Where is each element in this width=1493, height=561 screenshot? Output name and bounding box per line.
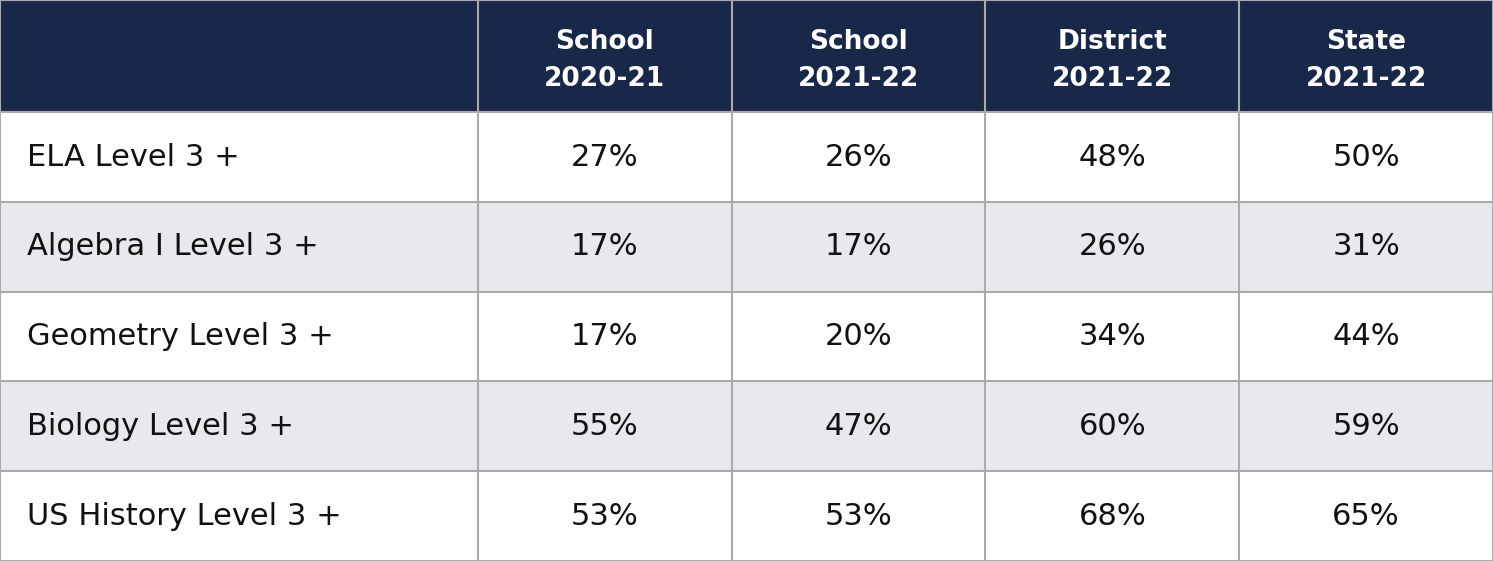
Text: ELA Level 3 +: ELA Level 3 + <box>27 142 239 172</box>
Bar <box>985 202 1239 292</box>
Text: 2020-21: 2020-21 <box>543 66 666 91</box>
Bar <box>0 471 478 561</box>
Text: District: District <box>1057 29 1168 54</box>
Text: 47%: 47% <box>824 412 893 441</box>
Bar <box>985 112 1239 202</box>
Bar <box>985 292 1239 381</box>
Text: 2021-22: 2021-22 <box>1305 66 1427 91</box>
Bar <box>478 202 732 292</box>
Text: 55%: 55% <box>570 412 639 441</box>
Text: 20%: 20% <box>824 322 893 351</box>
Bar <box>1239 0 1493 112</box>
Bar <box>1239 292 1493 381</box>
Text: 53%: 53% <box>570 502 639 531</box>
Bar <box>478 112 732 202</box>
Bar <box>0 381 478 471</box>
Bar <box>732 112 985 202</box>
Text: 17%: 17% <box>824 232 893 261</box>
Text: 44%: 44% <box>1332 322 1400 351</box>
Text: 26%: 26% <box>1078 232 1147 261</box>
Text: 27%: 27% <box>570 142 639 172</box>
Text: 26%: 26% <box>824 142 893 172</box>
Text: 60%: 60% <box>1078 412 1147 441</box>
Text: 2021-22: 2021-22 <box>1051 66 1173 91</box>
Text: 48%: 48% <box>1078 142 1147 172</box>
Bar <box>732 471 985 561</box>
Bar <box>478 471 732 561</box>
Text: 17%: 17% <box>570 322 639 351</box>
Bar <box>985 381 1239 471</box>
Bar <box>0 292 478 381</box>
Text: School: School <box>809 29 908 54</box>
Text: Algebra I Level 3 +: Algebra I Level 3 + <box>27 232 318 261</box>
Text: 50%: 50% <box>1332 142 1400 172</box>
Text: 59%: 59% <box>1332 412 1400 441</box>
Text: 53%: 53% <box>824 502 893 531</box>
Text: 17%: 17% <box>570 232 639 261</box>
Bar <box>0 112 478 202</box>
Bar <box>732 292 985 381</box>
Bar <box>1239 112 1493 202</box>
Text: Geometry Level 3 +: Geometry Level 3 + <box>27 322 333 351</box>
Text: Biology Level 3 +: Biology Level 3 + <box>27 412 294 441</box>
Bar <box>478 292 732 381</box>
Bar <box>732 202 985 292</box>
Bar <box>732 0 985 112</box>
Bar <box>478 381 732 471</box>
Text: School: School <box>555 29 654 54</box>
Text: 2021-22: 2021-22 <box>797 66 920 91</box>
Bar <box>732 381 985 471</box>
Bar <box>1239 471 1493 561</box>
Text: US History Level 3 +: US History Level 3 + <box>27 502 342 531</box>
Bar <box>985 471 1239 561</box>
Bar <box>1239 202 1493 292</box>
Bar <box>985 0 1239 112</box>
Text: 31%: 31% <box>1332 232 1400 261</box>
Bar <box>0 202 478 292</box>
Text: 65%: 65% <box>1332 502 1400 531</box>
Bar <box>1239 381 1493 471</box>
Text: 34%: 34% <box>1078 322 1147 351</box>
Text: 68%: 68% <box>1078 502 1147 531</box>
Bar <box>0 0 478 112</box>
Bar <box>478 0 732 112</box>
Text: State: State <box>1326 29 1406 54</box>
